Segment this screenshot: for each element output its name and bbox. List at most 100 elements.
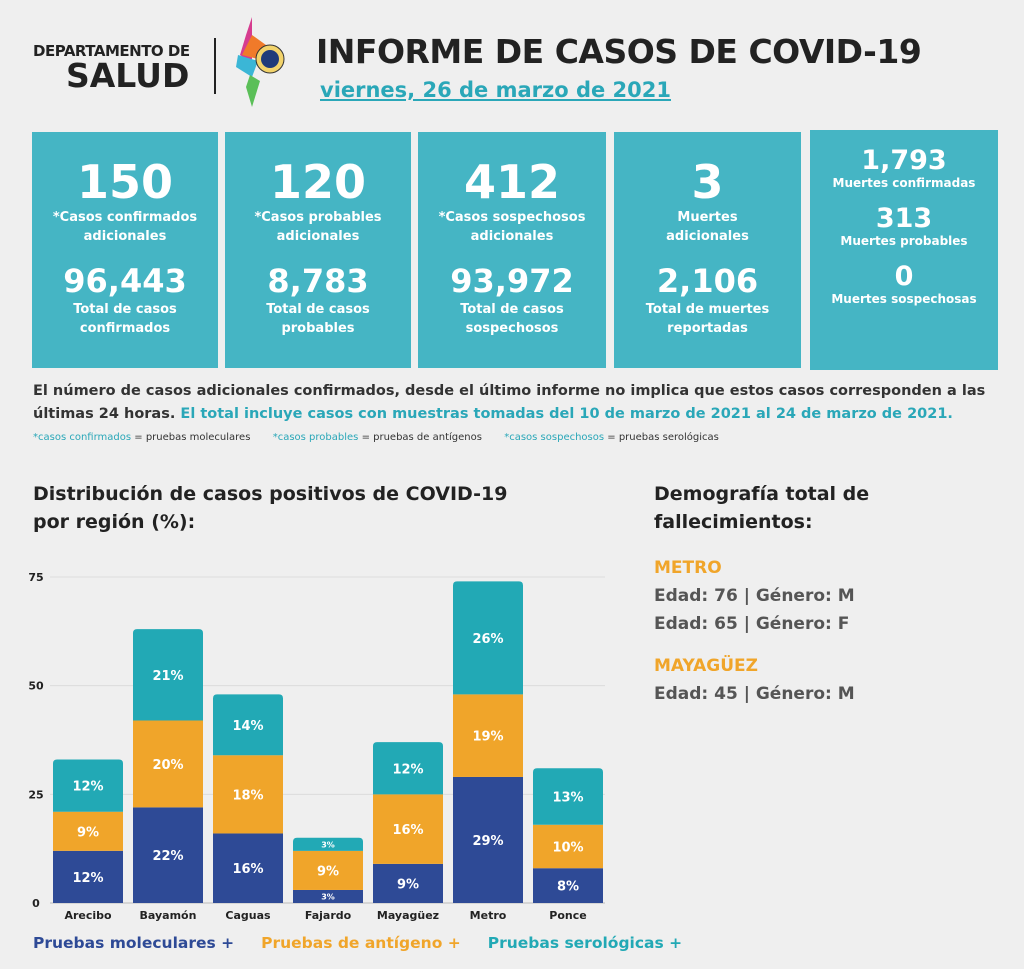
bar-segment [293, 837, 363, 851]
bar-segment [293, 850, 363, 890]
stat-box-confirmed: 150 *Casos confirmados adicionales 96,44… [32, 132, 218, 368]
stat-value: 120 [269, 155, 367, 209]
bar-segment [533, 868, 603, 903]
data-label: 16% [232, 862, 263, 877]
note-highlight: El total incluye casos con muestras toma… [180, 406, 953, 422]
data-label: 3% [321, 840, 335, 849]
stat-box-probable: 120 *Casos probables adicionales 8,783 T… [225, 132, 411, 368]
data-label: 26% [472, 632, 503, 647]
chart-legend: Pruebas moleculares + Pruebas de antígen… [33, 934, 682, 952]
definitions: *casos confirmados = pruebas moleculares… [33, 432, 719, 443]
bar-segment [53, 759, 123, 812]
chart-title: Distribución de casos positivos de COVID… [33, 483, 508, 533]
x-tick-label: Fajardo [305, 909, 352, 922]
bar-segment [293, 889, 363, 903]
definition-text: = pruebas serológicas [607, 432, 719, 443]
region-name: MAYAGÜEZ [654, 656, 758, 676]
stat-value: 412 [463, 155, 561, 209]
stat-label: *Casos sospechosos [438, 210, 586, 225]
bar-segment [373, 863, 443, 903]
data-label: 14% [232, 719, 263, 734]
total-label: sospechosos [465, 321, 559, 336]
bar-segment [373, 742, 443, 795]
x-tick-label: Ponce [549, 909, 586, 922]
death-entry: Edad: 76 | Género: M [654, 586, 855, 606]
total-label: Total de casos [73, 302, 177, 317]
bar-segment [453, 581, 523, 695]
data-label: 10% [552, 840, 583, 855]
legend-serologic: Pruebas serológicas + [487, 934, 683, 952]
total-label: Total de casos [460, 302, 564, 317]
stat-label: adicionales [83, 229, 167, 244]
stat-value: 150 [76, 155, 174, 209]
definition-term: *casos probables [272, 432, 359, 443]
data-label: 18% [232, 788, 263, 803]
y-tick-label: 0 [32, 897, 40, 910]
x-tick-label: Bayamón [140, 909, 197, 922]
stat-label: adicionales [470, 229, 554, 244]
total-value: 93,972 [450, 262, 574, 300]
death-value: 0 [894, 261, 914, 292]
bar-segment [213, 755, 283, 834]
y-tick-label: 75 [28, 571, 43, 584]
y-tick-label: 50 [28, 680, 44, 693]
bar-segment [533, 824, 603, 869]
note-text: El número de casos adicionales confirmad… [33, 383, 986, 422]
data-label: 3% [321, 892, 335, 901]
data-label: 9% [397, 877, 419, 892]
data-label: 12% [392, 762, 423, 777]
report-date: viernes, 26 de marzo de 2021 [320, 78, 671, 102]
x-tick-label: Caguas [225, 909, 271, 922]
legend-molecular: Pruebas moleculares + [33, 934, 235, 952]
bar-segment [533, 768, 603, 825]
bar-segment [53, 811, 123, 851]
bar-segment [213, 694, 283, 756]
total-label: confirmados [79, 321, 171, 336]
total-value: 2,106 [656, 262, 759, 300]
definition-term: *casos confirmados [33, 432, 132, 443]
x-tick-label: Arecibo [64, 909, 112, 922]
stat-label: *Casos confirmados [52, 210, 198, 225]
data-label: 29% [472, 834, 503, 849]
death-label: Muertes confirmadas [832, 176, 976, 190]
definition-text: = pruebas moleculares [134, 432, 251, 443]
data-label: 12% [72, 871, 103, 886]
bar-segment [133, 807, 203, 903]
government-seal-logo [236, 17, 285, 107]
data-label: 19% [472, 730, 503, 745]
stat-box-deaths: 3 Muertes adicionales 2,106 Total de mue… [614, 132, 801, 368]
bar-segment [373, 794, 443, 864]
demographics-title: Demografía total de fallecimientos: [654, 483, 870, 533]
death-entry: Edad: 45 | Género: M [654, 684, 855, 704]
total-label: probables [281, 321, 355, 336]
dept-name-line1: DEPARTAMENTO DE [33, 42, 190, 60]
stat-label: adicionales [276, 229, 360, 244]
definition-text: = pruebas de antígenos [361, 432, 482, 443]
x-tick-label: Metro [470, 909, 507, 922]
region-name: METRO [654, 558, 722, 578]
stat-label: *Casos probables [254, 210, 382, 225]
page-title: INFORME DE CASOS DE COVID-19 [316, 32, 922, 71]
data-label: 13% [552, 791, 583, 806]
data-label: 22% [152, 849, 183, 864]
stat-box-suspected: 412 *Casos sospechosos adicionales 93,97… [418, 132, 606, 368]
y-tick-label: 25 [28, 788, 43, 801]
total-label: Total de casos [266, 302, 370, 317]
total-value: 96,443 [63, 262, 187, 300]
bar-segment [133, 629, 203, 721]
stacked-bar-chart: 0 25 50 75 12% 9% 12% Arecibo 22% 20% 21% Bayamón 16… [28, 571, 605, 922]
death-entry: Edad: 65 | Género: F [654, 614, 850, 634]
bar-segment [53, 850, 123, 903]
death-value: 1,793 [861, 145, 947, 176]
divider [214, 38, 216, 94]
stat-value: 3 [691, 155, 724, 209]
total-value: 8,783 [267, 262, 369, 300]
bar-segment [213, 833, 283, 903]
data-label: 9% [77, 825, 99, 840]
total-label: Total de muertes [645, 302, 770, 317]
stat-label: adicionales [666, 229, 749, 244]
bar-segment [133, 720, 203, 808]
definition-term: *casos sospechosos [504, 432, 605, 443]
stat-label: Muertes [677, 210, 738, 225]
disclaimer-note: El número de casos adicionales confirmad… [33, 380, 993, 426]
